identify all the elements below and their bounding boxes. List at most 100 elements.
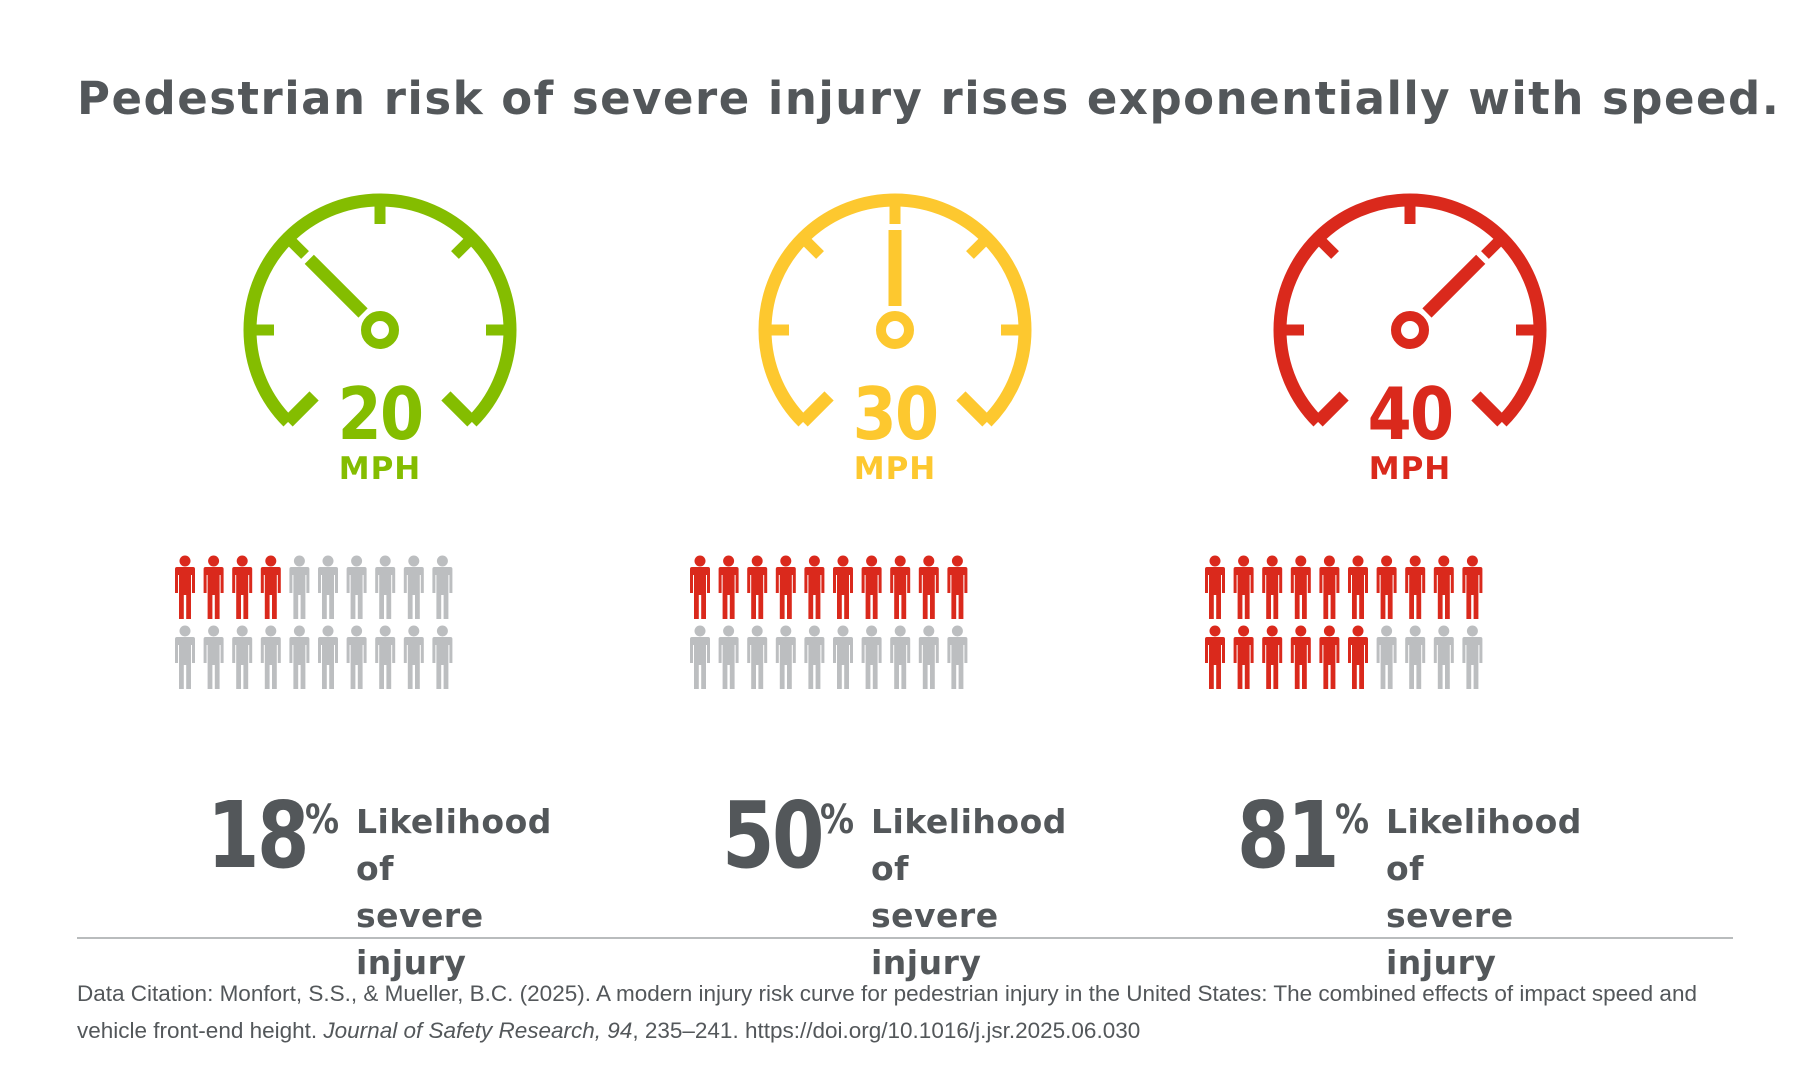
- risk-stat: 18 % Likelihood of severe injury: [170, 790, 590, 983]
- risk-label-line1: Likelihood of: [356, 802, 552, 888]
- person-icon: [203, 625, 224, 689]
- risk-label-line2: severe injury: [1386, 896, 1514, 982]
- gauge-end-hook: [1313, 391, 1349, 427]
- gauge-needle: [304, 254, 368, 318]
- person-icon: [1376, 625, 1397, 689]
- person-icon: [747, 555, 768, 619]
- person-icon: [890, 625, 911, 689]
- percent-sign: %: [819, 797, 854, 843]
- risk-stat: 81 % Likelihood of severe injury: [1200, 790, 1620, 983]
- gauge-tick: [966, 235, 990, 259]
- risk-percent-value: 18: [206, 782, 310, 889]
- person-icon: [1405, 555, 1426, 619]
- risk-percent-value: 50: [721, 782, 825, 889]
- person-icon: [232, 555, 253, 619]
- person-icon: [747, 625, 768, 689]
- person-icon: [1405, 625, 1426, 689]
- risk-label: Likelihood of severe injury: [1386, 798, 1626, 986]
- risk-percent-value: 81: [1236, 782, 1340, 889]
- person-icon: [890, 555, 911, 619]
- citation-pages-doi: , 235–241. https://doi.org/10.1016/j.jsr…: [632, 1018, 1141, 1043]
- gauge-hub: [1391, 311, 1429, 349]
- risk-label: Likelihood of severe injury: [871, 798, 1111, 986]
- person-icon: [318, 555, 338, 619]
- person-icon: [346, 555, 367, 619]
- person-icon: [1433, 555, 1454, 619]
- percent-sign: %: [304, 797, 339, 843]
- gauge-tick: [285, 235, 309, 259]
- person-icon: [690, 625, 710, 689]
- person-icon: [804, 625, 825, 689]
- gauge-hub: [876, 311, 914, 349]
- person-icon: [1462, 555, 1483, 619]
- person-icon: [775, 555, 796, 619]
- person-icon: [1205, 625, 1225, 689]
- risk-stat: 50 % Likelihood of severe injury: [685, 790, 1105, 983]
- person-icon: [289, 625, 310, 689]
- person-icon: [260, 625, 281, 689]
- person-icon: [1433, 625, 1454, 689]
- person-icon: [1319, 625, 1340, 689]
- person-icon: [1319, 555, 1340, 619]
- gauge-end-hook: [283, 391, 319, 427]
- risk-label-line2: severe injury: [871, 896, 999, 982]
- person-icon: [403, 555, 424, 619]
- person-icon: [861, 625, 882, 689]
- panel-40-mph: 40 MPH 81 % Likelihood of severe injury: [1200, 160, 1620, 983]
- person-icon: [1233, 555, 1254, 619]
- person-icon: [947, 625, 968, 689]
- person-icon: [289, 555, 310, 619]
- speed-value: 40: [1367, 372, 1454, 456]
- person-icon: [375, 625, 396, 689]
- panel-20-mph: 20 MPH 18 % Likelihood of severe injury: [170, 160, 590, 983]
- people-pictogram: [175, 555, 453, 689]
- gauge-end-hook: [798, 391, 834, 427]
- person-icon: [804, 555, 825, 619]
- risk-percent: 81 %: [1215, 790, 1375, 882]
- person-icon: [718, 625, 739, 689]
- person-icon: [1205, 555, 1225, 619]
- risk-label-line1: Likelihood of: [871, 802, 1067, 888]
- person-icon: [833, 555, 853, 619]
- speed-unit: MPH: [1368, 451, 1452, 487]
- person-icon: [1462, 625, 1483, 689]
- gauge-needle: [1422, 254, 1486, 318]
- speedometer-icon: [243, 193, 517, 427]
- gauge-tick: [451, 235, 475, 259]
- people-pictogram: [690, 555, 968, 689]
- person-icon: [432, 625, 453, 689]
- risk-label-line1: Likelihood of: [1386, 802, 1582, 888]
- person-icon: [1290, 625, 1311, 689]
- person-icon: [861, 555, 882, 619]
- speedometer-icon: [1273, 193, 1547, 427]
- person-icon: [203, 555, 224, 619]
- gauge-end-hook: [441, 391, 477, 427]
- speed-value: 30: [852, 372, 939, 456]
- panel-30-mph: 30 MPH 50 % Likelihood of severe injury: [685, 160, 1105, 983]
- person-icon: [432, 555, 453, 619]
- risk-label: Likelihood of severe injury: [356, 798, 596, 986]
- gauge-arc: [243, 193, 517, 427]
- speed-unit: MPH: [338, 451, 422, 487]
- gauge-arc: [1273, 193, 1547, 427]
- person-icon: [346, 625, 367, 689]
- person-icon: [1376, 555, 1397, 619]
- speed-value: 20: [337, 372, 424, 456]
- citation-journal: Journal of Safety Research, 94: [323, 1018, 633, 1043]
- percent-sign: %: [1334, 797, 1369, 843]
- gauge-end-hook: [1471, 391, 1507, 427]
- gauge-arc: [758, 193, 1032, 427]
- person-icon: [318, 625, 338, 689]
- person-icon: [232, 625, 253, 689]
- citation-text: Data Citation: Monfort, S.S., & Mueller,…: [77, 981, 1697, 1043]
- person-icon: [690, 555, 710, 619]
- person-icon: [175, 625, 195, 689]
- speed-unit: MPH: [853, 451, 937, 487]
- person-icon: [1233, 625, 1254, 689]
- risk-percent: 50 %: [700, 790, 860, 882]
- person-icon: [1262, 555, 1283, 619]
- data-citation: Data Citation: Monfort, S.S., & Mueller,…: [77, 975, 1757, 1049]
- person-icon: [1262, 625, 1283, 689]
- person-icon: [918, 555, 939, 619]
- risk-percent: 18 %: [185, 790, 345, 882]
